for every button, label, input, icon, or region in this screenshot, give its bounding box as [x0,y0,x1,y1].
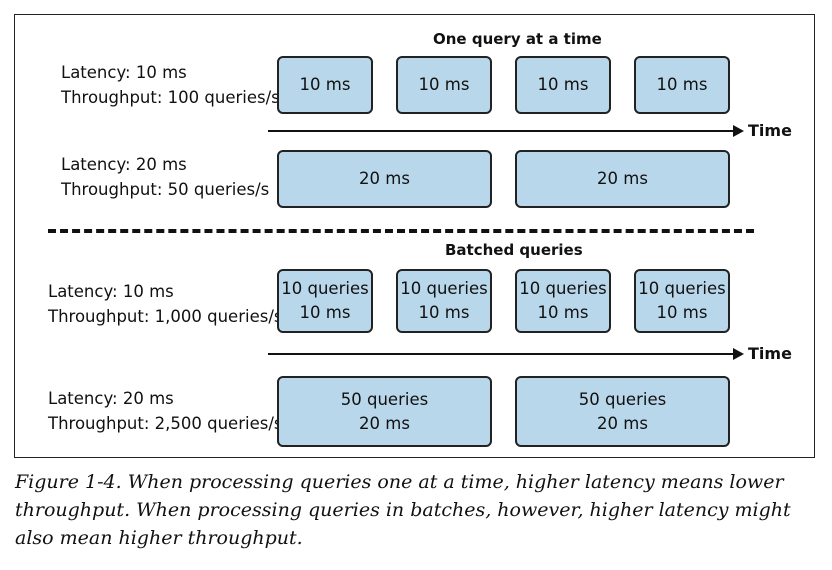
latency-text: Latency: 20 ms [48,389,174,408]
label-batched-20ms: Latency: 20 ms Throughput: 2,500 queries… [48,386,282,436]
query-box: 20 ms [277,150,492,208]
section-title-batched: Batched queries [445,241,583,259]
box-line1: 10 ms [418,75,470,94]
box-line2: 10 ms [418,303,470,322]
time-label-bottom: Time [748,344,792,363]
label-batched-10ms: Latency: 10 ms Throughput: 1,000 queries… [48,279,282,329]
latency-text: Latency: 20 ms [61,155,187,174]
time-arrow-top [733,125,744,137]
box-line1: 50 queries [340,389,429,409]
section-title-one-query: One query at a time [433,30,602,48]
time-arrow-bottom [733,348,744,360]
box-line1: 10 queries [519,279,607,298]
box-line1: 10 queries [400,279,488,298]
query-box: 20 ms [515,150,730,208]
throughput-text: Throughput: 1,000 queries/s [48,307,283,326]
query-box: 10 ms [515,56,611,114]
box-line1: 10 queries [281,279,369,298]
time-axis-top [268,130,735,132]
throughput-text: Throughput: 50 queries/s [61,180,270,199]
query-box: 10 ms [634,56,730,114]
box-line1: 20 ms [359,169,410,188]
latency-text: Latency: 10 ms [61,63,187,82]
batch-box: 10 queries 10 ms [515,269,611,333]
box-line1: 20 ms [597,169,648,188]
section-divider [48,229,754,233]
batch-box: 10 queries 10 ms [277,269,373,333]
latency-text: Latency: 10 ms [48,282,174,301]
box-line1: 10 ms [537,75,589,94]
box-line1: 50 queries [578,389,667,409]
time-label-top: Time [748,121,792,140]
batch-box: 10 queries 10 ms [396,269,492,333]
query-box: 10 ms [396,56,492,114]
batch-box: 50 queries 20 ms [515,376,730,447]
label-one-query-20ms: Latency: 20 ms Throughput: 50 queries/s [61,152,269,202]
box-line2: 20 ms [359,413,410,433]
box-line2: 20 ms [597,413,648,433]
time-axis-bottom [268,353,735,355]
figure-caption: Figure 1-4. When processing queries one … [15,471,791,549]
box-line1: 10 ms [656,75,708,94]
query-box: 10 ms [277,56,373,114]
label-one-query-10ms: Latency: 10 ms Throughput: 100 queries/s [61,60,280,110]
box-line2: 10 ms [537,303,589,322]
box-line2: 10 ms [299,303,351,322]
box-line1: 10 queries [638,279,726,298]
throughput-text: Throughput: 2,500 queries/s [48,414,283,433]
batch-box: 50 queries 20 ms [277,376,492,447]
throughput-text: Throughput: 100 queries/s [61,88,280,107]
box-line1: 10 ms [299,75,351,94]
batch-box: 10 queries 10 ms [634,269,730,333]
box-line2: 10 ms [656,303,708,322]
